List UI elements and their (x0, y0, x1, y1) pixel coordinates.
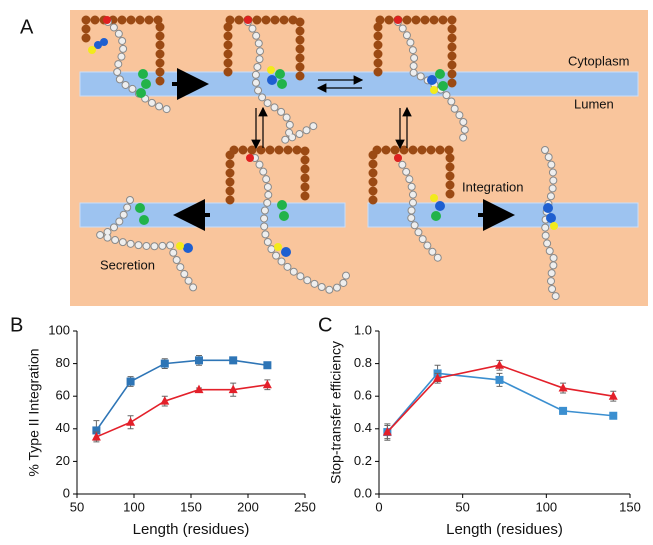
y-tick-label: 0.2 (354, 453, 372, 468)
data-point (495, 376, 503, 384)
y-axis-title: Stop-transfer efficiency (328, 341, 344, 484)
data-point (127, 378, 135, 386)
data-point (495, 360, 504, 369)
y-tick-label: 60 (56, 388, 70, 403)
data-point (263, 380, 272, 389)
y-tick-label: 40 (56, 420, 70, 435)
y-tick-label: 0.0 (354, 485, 372, 500)
y-tick-label: 0 (63, 485, 70, 500)
y-tick-label: 0.8 (354, 355, 372, 370)
y-tick-label: 0.6 (354, 388, 372, 403)
outcome-label: Integration (462, 179, 523, 194)
region-label: Cytoplasm (568, 53, 629, 68)
y-axis-title: % Type II Integration (26, 348, 42, 476)
x-tick-label: 200 (237, 499, 259, 514)
y-tick-label: 0.4 (354, 420, 372, 435)
x-axis-title: Length (residues) (446, 521, 563, 538)
x-tick-label: 150 (180, 499, 202, 514)
x-axis-title: Length (residues) (133, 521, 250, 538)
x-tick-label: 0 (375, 499, 382, 514)
data-point (195, 356, 203, 364)
x-tick-label: 150 (619, 499, 641, 514)
data-point (263, 361, 271, 369)
series-line (387, 365, 613, 432)
panel-a: A Cytoplasm Lumen Integration Secretion (20, 10, 648, 306)
membrane (80, 72, 638, 96)
x-tick-label: 100 (123, 499, 145, 514)
x-tick-label: 100 (535, 499, 557, 514)
y-tick-label: 1.0 (354, 322, 372, 337)
y-tick-label: 100 (48, 322, 70, 337)
y-tick-label: 80 (56, 355, 70, 370)
figure: A Cytoplasm Lumen Integration Secretion … (0, 0, 653, 545)
x-tick-label: 250 (294, 499, 316, 514)
panel-label: C (318, 314, 332, 336)
outcome-label: Secretion (100, 257, 155, 272)
panel-label: B (10, 314, 23, 336)
data-point (126, 417, 135, 426)
panel-label: A (20, 16, 34, 38)
data-point (229, 356, 237, 364)
data-point (559, 407, 567, 415)
x-tick-label: 50 (70, 499, 84, 514)
y-tick-label: 20 (56, 453, 70, 468)
data-point (609, 412, 617, 420)
x-tick-label: 50 (455, 499, 469, 514)
region-label: Lumen (574, 96, 614, 111)
data-point (161, 360, 169, 368)
